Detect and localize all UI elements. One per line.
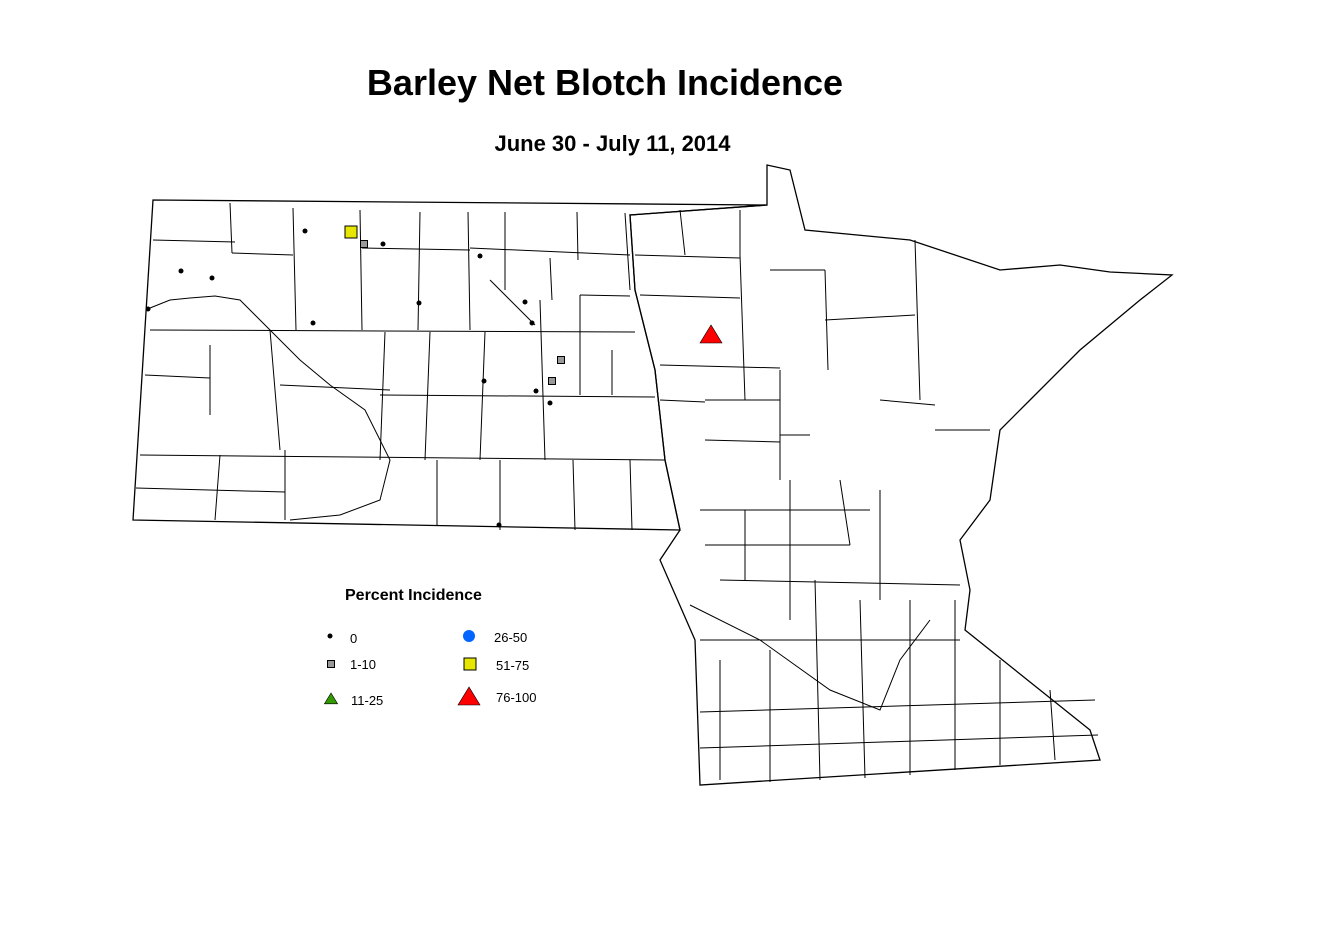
observation-marker [699, 324, 723, 344]
observation-marker [477, 253, 483, 259]
observation-markers [145, 225, 723, 528]
legend-label-0: 0 [350, 631, 358, 646]
legend-symbol [323, 692, 339, 705]
observation-marker [145, 306, 151, 312]
county-line [359, 209, 363, 331]
legend-symbol [457, 686, 481, 706]
legend-label-11-25: 11-25 [351, 693, 384, 708]
county-line [659, 399, 706, 403]
county-line [699, 699, 1096, 713]
legend-label-26-50: 26-50 [494, 630, 528, 645]
county-line [699, 734, 1099, 749]
county-line [839, 479, 851, 546]
legend-label-1-10: 1-10 [350, 657, 377, 672]
county-line [149, 329, 636, 333]
county-line [624, 212, 631, 291]
legend-symbol [463, 657, 477, 671]
legend-title: Percent Incidence [345, 587, 482, 604]
legend-symbols [323, 630, 481, 706]
county-line [139, 454, 666, 461]
county-line [634, 254, 741, 259]
county-line [229, 202, 233, 254]
county-line [379, 331, 386, 461]
legend-symbol [463, 630, 475, 642]
county-line [814, 579, 821, 781]
county-line [579, 294, 631, 297]
county-line [279, 384, 391, 391]
county-line [361, 247, 471, 251]
county-line [549, 257, 553, 301]
observation-marker [302, 228, 308, 234]
county-line [469, 247, 631, 256]
county-line [914, 239, 921, 401]
county-line [859, 599, 866, 779]
county-line [572, 459, 576, 531]
county-line [152, 239, 236, 243]
county-line [576, 211, 579, 261]
county-line [539, 299, 546, 461]
county-line [739, 254, 746, 401]
county-line [467, 211, 471, 331]
state-outlines [132, 164, 1174, 786]
observation-marker [522, 299, 528, 305]
county-line [214, 454, 221, 521]
observation-marker [481, 378, 487, 384]
observation-marker [178, 268, 184, 274]
county-line [144, 374, 211, 379]
missouri-river [149, 295, 391, 521]
observation-marker [310, 320, 316, 326]
observation-marker [557, 356, 565, 364]
sheyenne-river [489, 279, 536, 326]
county-line [379, 394, 656, 398]
legend-label-51-75: 51-75 [496, 658, 530, 673]
legend-symbol [327, 660, 335, 668]
map-subtitle: June 30 - July 11, 2014 [494, 131, 731, 156]
county-line [719, 579, 961, 586]
county-line [1049, 689, 1056, 761]
county-line [269, 329, 281, 451]
county-line [879, 399, 936, 406]
county-boundaries [135, 202, 1099, 782]
legend-label-76-100: 76-100 [496, 690, 537, 705]
minnesota-outline [629, 164, 1174, 786]
observation-marker [496, 522, 502, 528]
map-title: Barley Net Blotch Incidence [366, 62, 844, 103]
county-line [424, 331, 431, 461]
county-line [292, 207, 297, 331]
minnesota-river [689, 604, 931, 711]
county-line [135, 487, 286, 493]
legend-symbol [327, 633, 333, 639]
county-line [417, 211, 421, 331]
observation-marker [547, 400, 553, 406]
observation-marker [344, 225, 358, 239]
county-line [629, 459, 633, 531]
county-line [659, 364, 781, 369]
county-line [639, 294, 741, 299]
observation-marker [360, 240, 368, 248]
observation-marker [548, 377, 556, 385]
county-line [231, 252, 294, 256]
county-line [704, 439, 781, 443]
observation-marker [380, 241, 386, 247]
observation-marker [416, 300, 422, 306]
observation-marker [529, 320, 535, 326]
observation-marker [209, 275, 215, 281]
observation-marker [533, 388, 539, 394]
county-line [824, 314, 916, 321]
county-line [679, 209, 686, 256]
